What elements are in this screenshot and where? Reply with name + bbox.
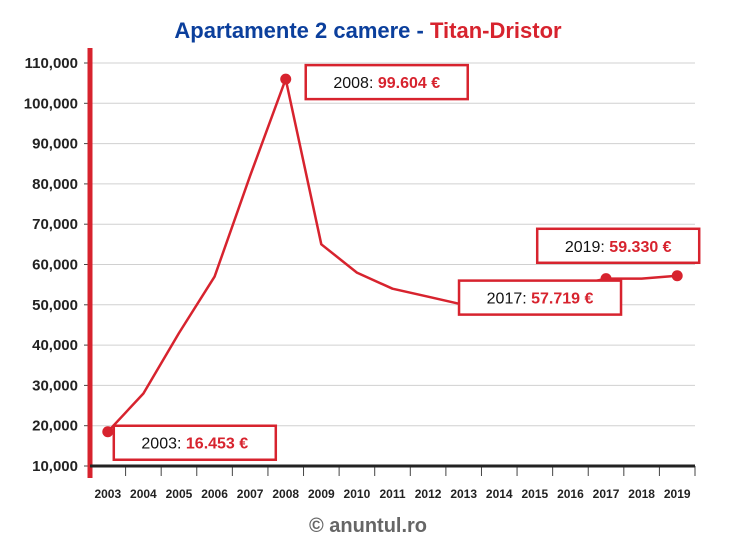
x-tick-label: 2018: [628, 487, 655, 501]
annotation-value: 99.604 €: [378, 75, 440, 92]
data-point: [280, 73, 292, 85]
x-tick-label: 2007: [237, 487, 264, 501]
y-tick-label: 60,000: [32, 257, 78, 274]
annotation-year: 2017:: [487, 291, 531, 308]
x-tick-label: 2008: [272, 487, 299, 501]
x-tick-label: 2015: [522, 487, 549, 501]
chart-title-part2: Titan-Dristor: [430, 18, 562, 43]
y-tick-label: 80,000: [32, 176, 78, 193]
annotation-box: [535, 227, 701, 265]
chart-title-separator: -: [410, 18, 430, 43]
annotations: 2003: 16.453 € 2008: 99.604 € 2017: 57.719…: [112, 63, 701, 461]
x-tick-label: 2016: [557, 487, 584, 501]
annotation-box: [304, 63, 469, 101]
data-point: [102, 426, 114, 438]
annotation-year: 2008:: [333, 75, 377, 92]
annotation-2008: 2008: 99.604 €: [304, 63, 469, 101]
chart-title: Apartamente 2 camere - Titan-Dristor: [174, 18, 562, 43]
annotation-text: 2003: 16.453 €: [141, 436, 248, 453]
annotation-2003: 2003: 16.453 €: [112, 424, 278, 461]
footer-copyright: © anuntul.ro: [309, 515, 427, 537]
y-tick-label: 40,000: [32, 337, 78, 354]
y-tick-label: 70,000: [32, 216, 78, 233]
annotation-text: 2008: 99.604 €: [333, 75, 440, 92]
y-tick-label: 90,000: [32, 136, 78, 153]
x-tick-label: 2006: [201, 487, 228, 501]
annotation-value: 59.330 €: [609, 239, 671, 256]
annotation-2019: 2019: 59.330 €: [535, 227, 701, 265]
annotation-value: 57.719 €: [531, 291, 593, 308]
y-tick-label: 50,000: [32, 297, 78, 314]
annotation-year: 2019:: [565, 239, 609, 256]
annotation-box: [112, 424, 278, 461]
x-tick-label: 2012: [415, 487, 442, 501]
y-axis-ticks: 10,000 20,000 30,000 40,000 50,000 60,000 70,0…: [24, 55, 78, 475]
data-point: [671, 270, 683, 282]
x-tick-label: 2014: [486, 487, 513, 501]
x-tick-label: 2004: [130, 487, 157, 501]
x-tick-label: 2017: [593, 487, 620, 501]
annotation-text: 2017: 57.719 €: [487, 291, 594, 308]
y-tick-label: 110,000: [25, 55, 78, 72]
chart-title-part1: Apartamente 2 camere: [174, 18, 410, 43]
x-tick-label: 2010: [344, 487, 371, 501]
y-tick-label: 100,000: [24, 95, 78, 112]
annotation-box: [457, 279, 623, 316]
annotation-text: 2019: 59.330 €: [565, 239, 672, 256]
x-tick-label: 2009: [308, 487, 335, 501]
grid-lines: [84, 62, 695, 467]
x-tick-label: 2003: [94, 487, 121, 501]
annotation-2017: 2017: 57.719 €: [457, 279, 623, 316]
annotation-year: 2003:: [141, 436, 185, 453]
x-tick-label: 2011: [379, 487, 405, 501]
annotation-value: 16.453 €: [186, 436, 248, 453]
x-tick-label: 2013: [450, 487, 477, 501]
y-tick-label: 10,000: [32, 458, 78, 475]
x-axis-ticks: 2003 2004 2005 2006 2007 2008 2009 2010 2011 2012…: [89, 466, 696, 501]
x-tick-label: 2005: [166, 487, 193, 501]
x-tick-label: 2019: [664, 487, 691, 501]
y-tick-label: 30,000: [32, 377, 78, 394]
y-tick-label: 20,000: [32, 418, 78, 435]
